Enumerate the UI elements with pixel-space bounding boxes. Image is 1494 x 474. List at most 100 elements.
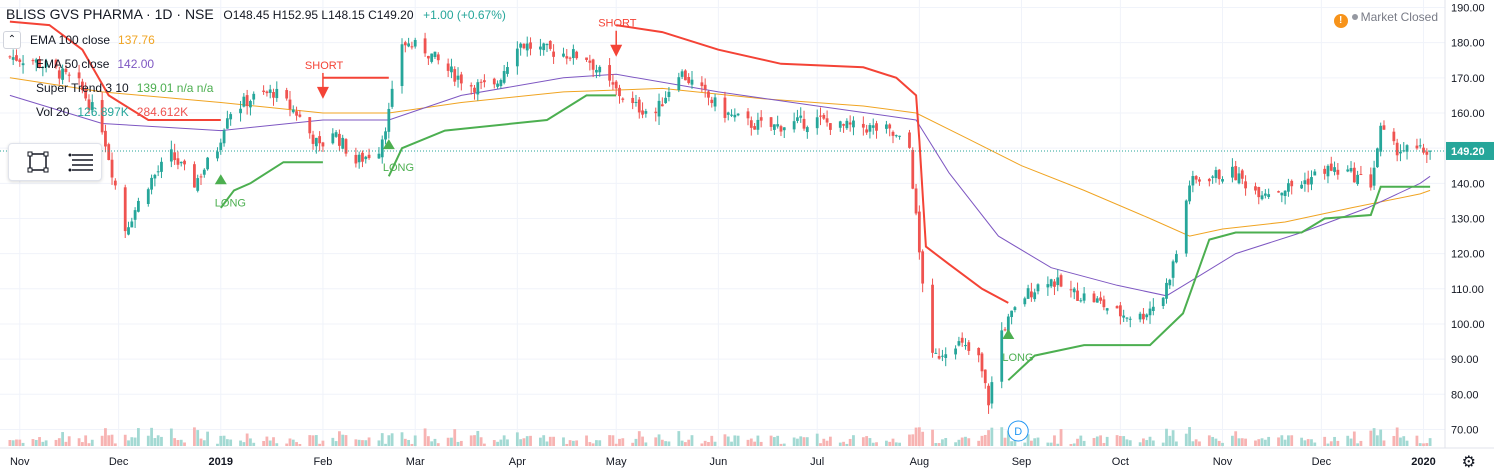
symbol-title[interactable]: BLISS GVS PHARMA · 1D · NSE xyxy=(6,6,214,22)
signal-label: LONG xyxy=(1002,352,1033,364)
price-tick-label: 70.00 xyxy=(1451,424,1479,436)
candle-body xyxy=(710,99,714,104)
signal-markers: LONG SHORT LONG SHORT LONG xyxy=(214,18,1034,364)
candle-body xyxy=(1336,169,1340,175)
volume-bar xyxy=(156,435,160,446)
volume-bar xyxy=(684,442,687,446)
volume-bar xyxy=(1267,436,1271,446)
gear-icon[interactable]: ⚙ xyxy=(1461,454,1476,471)
volume-bar xyxy=(387,435,391,446)
candle-body xyxy=(1188,185,1191,202)
volume-bar xyxy=(1072,443,1076,446)
chart-grid xyxy=(0,0,1445,448)
volume-bar xyxy=(268,440,272,446)
volume-bar xyxy=(562,437,565,446)
price-tick-label: 140.00 xyxy=(1451,178,1485,190)
dividend-event-marker[interactable]: D xyxy=(1007,420,1029,442)
volume-bar xyxy=(746,439,750,446)
volume-bar xyxy=(1118,435,1122,446)
volume-bar xyxy=(456,441,460,446)
candle-body xyxy=(990,382,994,404)
price-tick-label: 120.00 xyxy=(1451,249,1485,261)
volume-bar xyxy=(1211,436,1215,446)
volume-bar xyxy=(1151,440,1155,446)
volume-bar xyxy=(736,435,740,446)
candle-body xyxy=(1049,279,1053,287)
candle-body xyxy=(1013,307,1017,311)
candle-body xyxy=(917,211,921,253)
volume-bar xyxy=(31,439,35,446)
horizontal-lines-tool-icon[interactable] xyxy=(67,150,93,174)
volume-bar xyxy=(225,439,229,446)
legend-supertrend[interactable]: Super Trend 3 10 139.01 n/a n/a xyxy=(6,80,213,96)
volume-bar xyxy=(311,435,315,446)
ema50-line xyxy=(9,73,1431,297)
volume-bar xyxy=(690,435,694,446)
volume-bar xyxy=(539,437,542,446)
legend-label: EMA 50 close xyxy=(36,57,110,71)
candle-body xyxy=(684,70,687,81)
rectangle-tool-icon[interactable] xyxy=(25,150,51,174)
legend-ema50[interactable]: EMA 50 close 142.00 xyxy=(6,56,154,72)
volume-bar xyxy=(469,435,473,446)
candle-body xyxy=(792,121,796,130)
candle-body xyxy=(657,100,661,117)
candle-body xyxy=(252,93,256,100)
candle-body xyxy=(1280,192,1284,196)
volume-bar xyxy=(1026,434,1030,446)
candle-body xyxy=(944,354,948,358)
volume-bar xyxy=(331,437,335,446)
volume-bar xyxy=(730,441,733,446)
volume-bar xyxy=(265,436,269,446)
volume-bar xyxy=(361,440,364,446)
volume-bar xyxy=(591,443,595,446)
candle-body xyxy=(321,142,325,147)
market-status[interactable]: ! Market Closed xyxy=(1333,10,1438,28)
volume-bar xyxy=(1244,438,1247,446)
volume-bar xyxy=(987,430,990,446)
candle-body xyxy=(571,49,575,59)
volume-bar xyxy=(1310,439,1313,446)
volume-bar xyxy=(960,437,964,446)
volume-bar xyxy=(1099,435,1102,446)
candle-body xyxy=(407,43,410,47)
volume-bar xyxy=(176,440,180,446)
legend-ema100[interactable]: EMA 100 close 137.76 xyxy=(6,32,155,48)
candle-body xyxy=(57,70,61,79)
volume-bar xyxy=(954,442,957,446)
time-axis[interactable]: Nov Dec 2019 Feb Mar Apr May Jun Jul Aug Sep Oct Nov… xyxy=(10,456,1436,468)
volume-bar xyxy=(1422,443,1425,446)
volume-bar xyxy=(38,437,41,446)
volume-bar xyxy=(179,439,183,446)
candle-body xyxy=(156,171,160,173)
short-arrow-icon xyxy=(610,44,623,57)
candle-body xyxy=(730,114,733,116)
candle-body xyxy=(196,178,200,191)
volume-bar xyxy=(796,438,799,446)
time-tick-label: Dec xyxy=(109,456,129,468)
candle-body xyxy=(1102,299,1106,308)
collapse-legend-button[interactable]: ⌃ xyxy=(3,31,21,49)
candle-body xyxy=(575,51,579,59)
volume-bar xyxy=(1122,436,1126,446)
volume-bar xyxy=(377,440,381,446)
volume-bar xyxy=(390,433,394,446)
warning-icon: ! xyxy=(1333,14,1348,28)
candle-body xyxy=(713,97,717,107)
legend-volume[interactable]: Vol 20 126.897K 284.612K xyxy=(6,104,188,120)
volume-bar xyxy=(130,437,134,446)
volume-bar xyxy=(941,439,944,446)
volume-bar xyxy=(77,438,81,446)
price-tick-label: 130.00 xyxy=(1451,213,1485,225)
volume-bar xyxy=(568,440,572,446)
price-axis[interactable]: 70.00 80.00 90.00 100.00 110.00 120.00 130.00 1… xyxy=(1451,3,1485,437)
volume-bar xyxy=(1165,428,1168,446)
volume-bar xyxy=(1079,435,1083,446)
candle-body xyxy=(499,80,503,87)
ohlc-values: O148.45 H152.95 L148.15 C149.20 xyxy=(223,8,414,22)
volume-bar xyxy=(1217,440,1221,446)
chart-header: BLISS GVS PHARMA · 1D · NSE O148.45 H152… xyxy=(6,6,506,22)
candle-body xyxy=(726,112,730,115)
volume-bar xyxy=(1303,440,1307,446)
